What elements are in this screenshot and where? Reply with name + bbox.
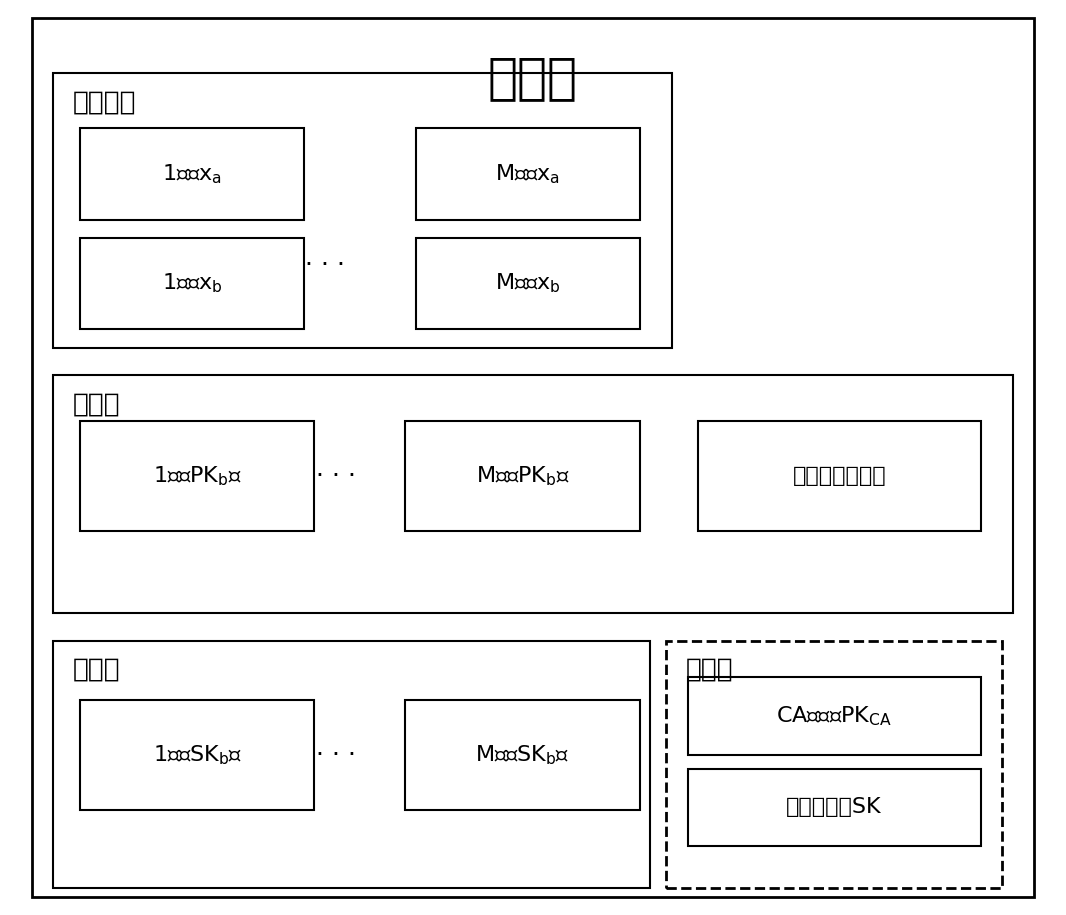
Text: 随机数池: 随机数池 [72,90,136,115]
FancyBboxPatch shape [53,640,650,888]
Text: 1用户x$_{\rm a}$: 1用户x$_{\rm a}$ [162,162,222,186]
FancyBboxPatch shape [666,640,1002,888]
FancyBboxPatch shape [80,238,304,329]
Text: · · ·: · · · [316,464,356,488]
FancyBboxPatch shape [416,128,640,220]
FancyBboxPatch shape [688,677,981,755]
FancyBboxPatch shape [32,18,1034,897]
Text: CA的公钥PK$_{\rm CA}$: CA的公钥PK$_{\rm CA}$ [776,705,892,727]
Text: M用户SK$_{\rm b}$区: M用户SK$_{\rm b}$区 [475,743,569,767]
FancyBboxPatch shape [80,128,304,220]
Text: M用户x$_{\rm b}$: M用户x$_{\rm b}$ [495,272,561,296]
Text: · · ·: · · · [316,743,356,767]
Text: 路由装置公钥池: 路由装置公钥池 [793,466,886,486]
Text: 私钥池: 私钥池 [72,657,120,683]
Text: 公钥池: 公钥池 [72,392,120,417]
FancyBboxPatch shape [416,238,640,329]
Text: 1用户SK$_{\rm b}$区: 1用户SK$_{\rm b}$区 [152,743,242,767]
Text: · · ·: · · · [305,253,345,277]
FancyBboxPatch shape [53,375,1013,613]
Text: 私有区: 私有区 [685,657,733,683]
FancyBboxPatch shape [405,700,640,810]
FancyBboxPatch shape [53,73,672,348]
Text: 1用户PK$_{\rm b}$区: 1用户PK$_{\rm b}$区 [152,464,242,488]
Text: 本路由装置SK: 本路由装置SK [787,798,882,817]
Text: 1用户x$_{\rm b}$: 1用户x$_{\rm b}$ [162,272,222,296]
FancyBboxPatch shape [80,700,314,810]
Text: M用户x$_{\rm a}$: M用户x$_{\rm a}$ [496,162,560,186]
FancyBboxPatch shape [688,769,981,846]
Text: 密钥区: 密钥区 [488,54,578,102]
Text: M用户PK$_{\rm b}$区: M用户PK$_{\rm b}$区 [475,464,569,488]
FancyBboxPatch shape [698,421,981,531]
FancyBboxPatch shape [405,421,640,531]
FancyBboxPatch shape [80,421,314,531]
